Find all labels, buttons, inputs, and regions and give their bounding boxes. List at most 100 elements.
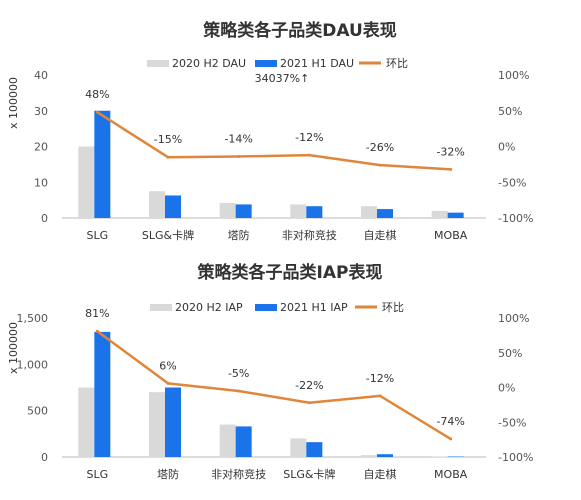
y-tick-label: 500 [27,405,48,418]
line-point [378,163,382,167]
bar-2021 [377,454,393,457]
data-label: -22% [295,379,323,392]
bar-2021 [165,195,181,218]
line-point [449,437,453,441]
legend-label-2020: 2020 H2 DAU [172,57,246,70]
line-point [95,110,99,114]
x-tick-label: 自走棋 [364,228,397,242]
y2-tick-label: -50% [498,176,526,189]
line-point [378,394,382,398]
y-axis-label: x 100000 [7,322,20,374]
data-label: -26% [366,141,394,154]
y-tick-label: 10 [34,176,48,189]
line-point [166,155,170,159]
data-label: -32% [436,145,464,158]
x-tick-label: MOBA [434,468,468,481]
y-axis-label: x 100000 [7,77,20,129]
x-tick-label: 塔防 [228,228,250,242]
line-point [449,167,453,171]
bar-2020 [431,210,448,218]
x-tick-label: SLG [87,229,109,242]
bar-2021 [165,387,181,457]
line-series [96,111,451,171]
bar-2020 [149,392,165,457]
line-point [307,153,311,157]
legend-label-line: 环比 [382,301,404,314]
y-tick-label: 0 [41,451,48,464]
data-label: -12% [366,372,394,385]
line-point [237,389,241,393]
data-label: -5% [228,367,249,380]
y2-tick-label: -50% [498,416,526,429]
x-tick-label: 自走棋 [364,467,397,481]
y-tick-label: 1,500 [17,312,49,325]
bar-2021 [306,442,323,457]
chart-title: 策略类各子品类IAP表现 [198,262,383,283]
y2-tick-label: 0% [498,141,515,154]
bar-2020 [431,456,448,458]
data-label: -15% [154,133,182,146]
y2-tick-label: 50% [498,347,522,360]
bar-2021 [94,331,111,457]
line-point [95,329,99,333]
y2-tick-label: -100% [498,212,533,225]
bar-2020 [290,438,307,457]
x-tick-label: SLG [87,468,109,481]
bar-2020 [78,387,95,457]
bar-2021 [377,209,393,218]
legend-label-2021: 2021 H1 DAU [280,57,354,70]
data-label: -14% [224,133,252,146]
line-point [166,381,170,385]
x-tick-label: SLG&卡牌 [283,467,335,481]
x-tick-label: 塔防 [157,467,179,481]
bar-2021 [447,456,464,458]
data-label: 6% [159,359,176,372]
legend: 2020 H2 DAU 2021 H1 DAU 环比 [147,57,408,70]
y-tick-label: 20 [34,141,48,154]
data-label: -74% [436,415,464,428]
legend-swatch-2021 [255,304,277,311]
bar-2021 [447,212,464,218]
bar-2021 [235,426,252,457]
data-label: -12% [295,131,323,144]
line-point [307,401,311,405]
legend-label-2021: 2021 H1 IAP [280,301,348,314]
legend-swatch-2020 [150,304,172,311]
bar-2021 [306,206,323,218]
data-label: 48% [85,88,109,101]
line-series [96,330,452,440]
y2-tick-label: 100% [498,69,529,82]
bar-2020 [219,202,236,218]
data-label: 81% [85,307,109,320]
chart-title: 策略类各子品类DAU表现 [203,20,397,41]
legend-swatch-2020 [147,60,169,67]
y-tick-label: 40 [34,69,48,82]
bar-2021 [235,204,252,218]
bar-2020 [361,455,377,457]
iap-chart: 策略类各子品类IAP表现 x 100000 2020 H2 IAP 2021 H… [7,262,533,481]
legend: 2020 H2 IAP 2021 H1 IAP 环比 [150,301,404,314]
x-tick-label: 非对称竞技 [211,467,266,481]
x-tick-label: SLG&卡牌 [142,228,194,242]
y2-tick-label: 100% [498,312,529,325]
dau-chart: 策略类各子品类DAU表现 x 100000 34037%↑ 2020 H2 DA… [7,20,533,242]
annotation-text: 34037%↑ [255,72,310,85]
bar-2020 [149,191,165,218]
bar-2020 [219,424,236,457]
legend-label-2020: 2020 H2 IAP [175,301,243,314]
y2-tick-label: 0% [498,382,515,395]
x-tick-label: 非对称竞技 [282,228,337,242]
x-tick-label: MOBA [434,229,468,242]
legend-swatch-2021 [255,60,277,67]
y2-tick-label: 50% [498,105,522,118]
bar-2020 [361,206,377,218]
line-point [237,155,241,159]
legend-label-line: 环比 [386,57,408,70]
y-tick-label: 1,000 [17,358,49,371]
y-tick-label: 0 [41,212,48,225]
bar-2020 [78,146,95,218]
y-tick-label: 30 [34,105,48,118]
bar-2021 [94,110,111,218]
y2-tick-label: -100% [498,451,533,464]
